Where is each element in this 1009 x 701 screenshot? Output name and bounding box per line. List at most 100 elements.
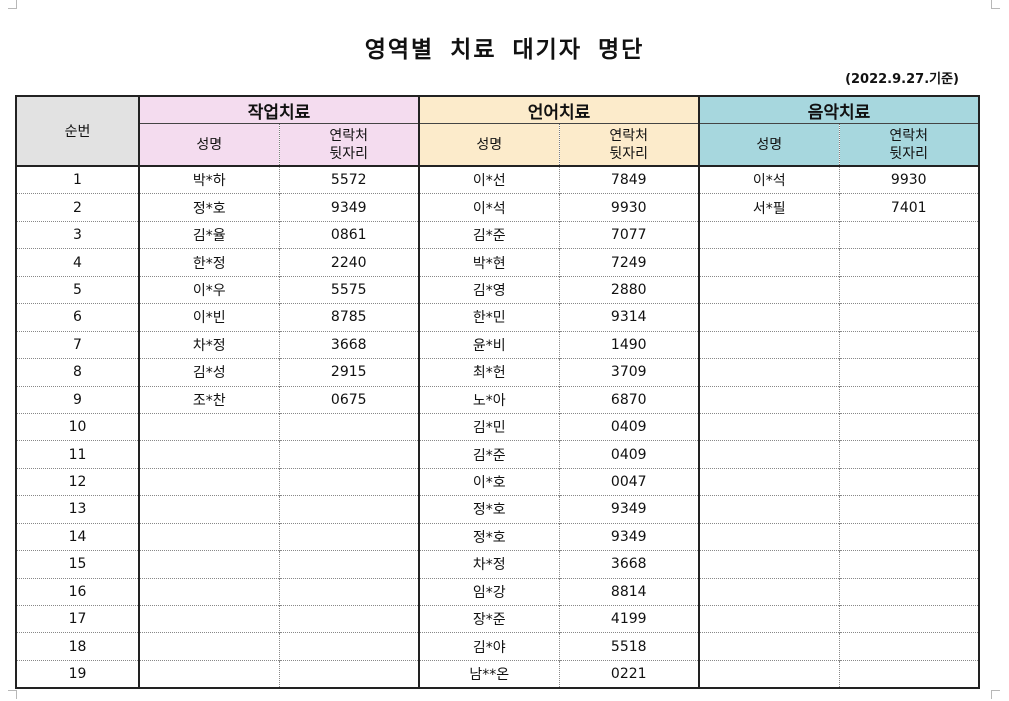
music-phone-cell — [838, 358, 979, 386]
speech-name-cell: 이*호 — [418, 467, 559, 496]
music-name-cell: 서*필 — [698, 193, 839, 222]
occ-phone-cell — [278, 550, 419, 579]
occ-phone-cell: 0861 — [278, 220, 419, 249]
music-phone-cell — [838, 412, 979, 441]
table-body: 1 박*하 5572 이*선 7849 이*석 9930 2 정*호 9349 이*석 9930 서*필… — [16, 166, 979, 689]
speech-name-cell: 노*아 — [418, 385, 559, 414]
speech-name-cell: 한*민 — [418, 303, 559, 332]
music-phone-cell — [838, 275, 979, 304]
page-corner-mark — [991, 0, 1000, 9]
occ-name-cell — [138, 550, 279, 579]
header-phone-line1: 연락처 — [889, 127, 929, 144]
music-phone-cell: 7401 — [838, 193, 979, 222]
speech-name-cell: 윤*비 — [418, 330, 559, 359]
occ-name-cell — [138, 632, 279, 661]
occ-name-cell: 정*호 — [138, 193, 279, 222]
music-phone-cell — [838, 604, 979, 633]
header-music-name: 성명 — [698, 123, 840, 167]
speech-phone-cell: 7249 — [558, 248, 699, 277]
occ-name-cell — [138, 604, 279, 633]
occ-phone-cell: 8785 — [278, 303, 419, 332]
speech-phone-cell: 9314 — [558, 303, 699, 332]
speech-name-cell: 이*선 — [418, 166, 559, 194]
music-phone-cell: 9930 — [838, 166, 979, 194]
speech-phone-cell: 7849 — [558, 166, 699, 194]
speech-name-cell: 남**온 — [418, 659, 559, 689]
seq-cell: 5 — [16, 275, 140, 304]
occ-phone-cell — [278, 632, 419, 661]
music-name-cell — [698, 303, 839, 332]
speech-name-cell: 김*야 — [418, 632, 559, 661]
table-row: 18 김*야 5518 — [16, 632, 979, 661]
speech-phone-cell: 4199 — [558, 604, 699, 633]
speech-name-cell: 차*정 — [418, 550, 559, 579]
speech-phone-cell: 8814 — [558, 577, 699, 606]
speech-phone-cell: 3668 — [558, 550, 699, 579]
table-row: 5 이*우 5575 김*영 2880 — [16, 275, 979, 304]
table-row: 8 김*성 2915 최*헌 3709 — [16, 358, 979, 386]
seq-cell: 14 — [16, 522, 140, 551]
table-row: 1 박*하 5572 이*선 7849 이*석 9930 — [16, 166, 979, 194]
occ-phone-cell: 2915 — [278, 358, 419, 386]
music-phone-cell — [838, 385, 979, 414]
seq-cell: 12 — [16, 467, 140, 496]
music-phone-cell — [838, 440, 979, 469]
speech-name-cell: 김*영 — [418, 275, 559, 304]
occ-name-cell: 한*정 — [138, 248, 279, 277]
table-row: 6 이*빈 8785 한*민 9314 — [16, 303, 979, 332]
music-name-cell — [698, 358, 839, 386]
music-name-cell — [698, 604, 839, 633]
speech-name-cell: 김*준 — [418, 440, 559, 469]
header-phone-line1: 연락처 — [609, 127, 649, 144]
music-phone-cell — [838, 495, 979, 524]
seq-cell: 16 — [16, 577, 140, 606]
speech-phone-cell: 0047 — [558, 467, 699, 496]
reference-date: (2022.9.27.기준) — [845, 72, 959, 87]
seq-cell: 11 — [16, 440, 140, 469]
header-phone-line2: 뒷자리 — [609, 145, 649, 162]
table-row: 14 정*호 9349 — [16, 522, 979, 551]
music-phone-cell — [838, 303, 979, 332]
header-phone-line2: 뒷자리 — [329, 145, 369, 162]
occ-phone-cell — [278, 412, 419, 441]
speech-phone-cell: 5518 — [558, 632, 699, 661]
music-phone-cell — [838, 632, 979, 661]
music-phone-cell — [838, 550, 979, 579]
document-title: 영역별 치료 대기자 명단 — [364, 37, 645, 63]
speech-phone-cell: 0409 — [558, 412, 699, 441]
music-phone-cell — [838, 220, 979, 249]
page-corner-mark — [8, 690, 17, 699]
header-phone-line2: 뒷자리 — [889, 145, 929, 162]
occ-name-cell: 차*정 — [138, 330, 279, 359]
seq-cell: 3 — [16, 220, 140, 249]
header-music-therapy: 음악치료 — [698, 95, 980, 124]
table-row: 11 김*준 0409 — [16, 440, 979, 469]
speech-name-cell: 장*준 — [418, 604, 559, 633]
seq-cell: 4 — [16, 248, 140, 277]
table-row: 9 조*찬 0675 노*아 6870 — [16, 385, 979, 414]
occ-name-cell — [138, 659, 279, 689]
speech-name-cell: 최*헌 — [418, 358, 559, 386]
occ-phone-cell — [278, 577, 419, 606]
occ-phone-cell: 9349 — [278, 193, 419, 222]
table-row: 10 김*민 0409 — [16, 412, 979, 441]
music-name-cell — [698, 522, 839, 551]
seq-cell: 15 — [16, 550, 140, 579]
occ-name-cell — [138, 577, 279, 606]
table-row: 3 김*율 0861 김*준 7077 — [16, 220, 979, 249]
header-music-phone: 연락처 뒷자리 — [838, 123, 980, 167]
occ-name-cell — [138, 467, 279, 496]
speech-phone-cell: 1490 — [558, 330, 699, 359]
speech-phone-cell: 0409 — [558, 440, 699, 469]
speech-phone-cell: 9930 — [558, 193, 699, 222]
music-name-cell — [698, 385, 839, 414]
speech-name-cell: 김*민 — [418, 412, 559, 441]
header-phone-line1: 연락처 — [329, 127, 369, 144]
seq-cell: 18 — [16, 632, 140, 661]
occ-phone-cell — [278, 495, 419, 524]
music-name-cell — [698, 330, 839, 359]
speech-phone-cell: 2880 — [558, 275, 699, 304]
speech-name-cell: 임*강 — [418, 577, 559, 606]
music-phone-cell — [838, 659, 979, 689]
header-seq: 순번 — [15, 95, 140, 167]
